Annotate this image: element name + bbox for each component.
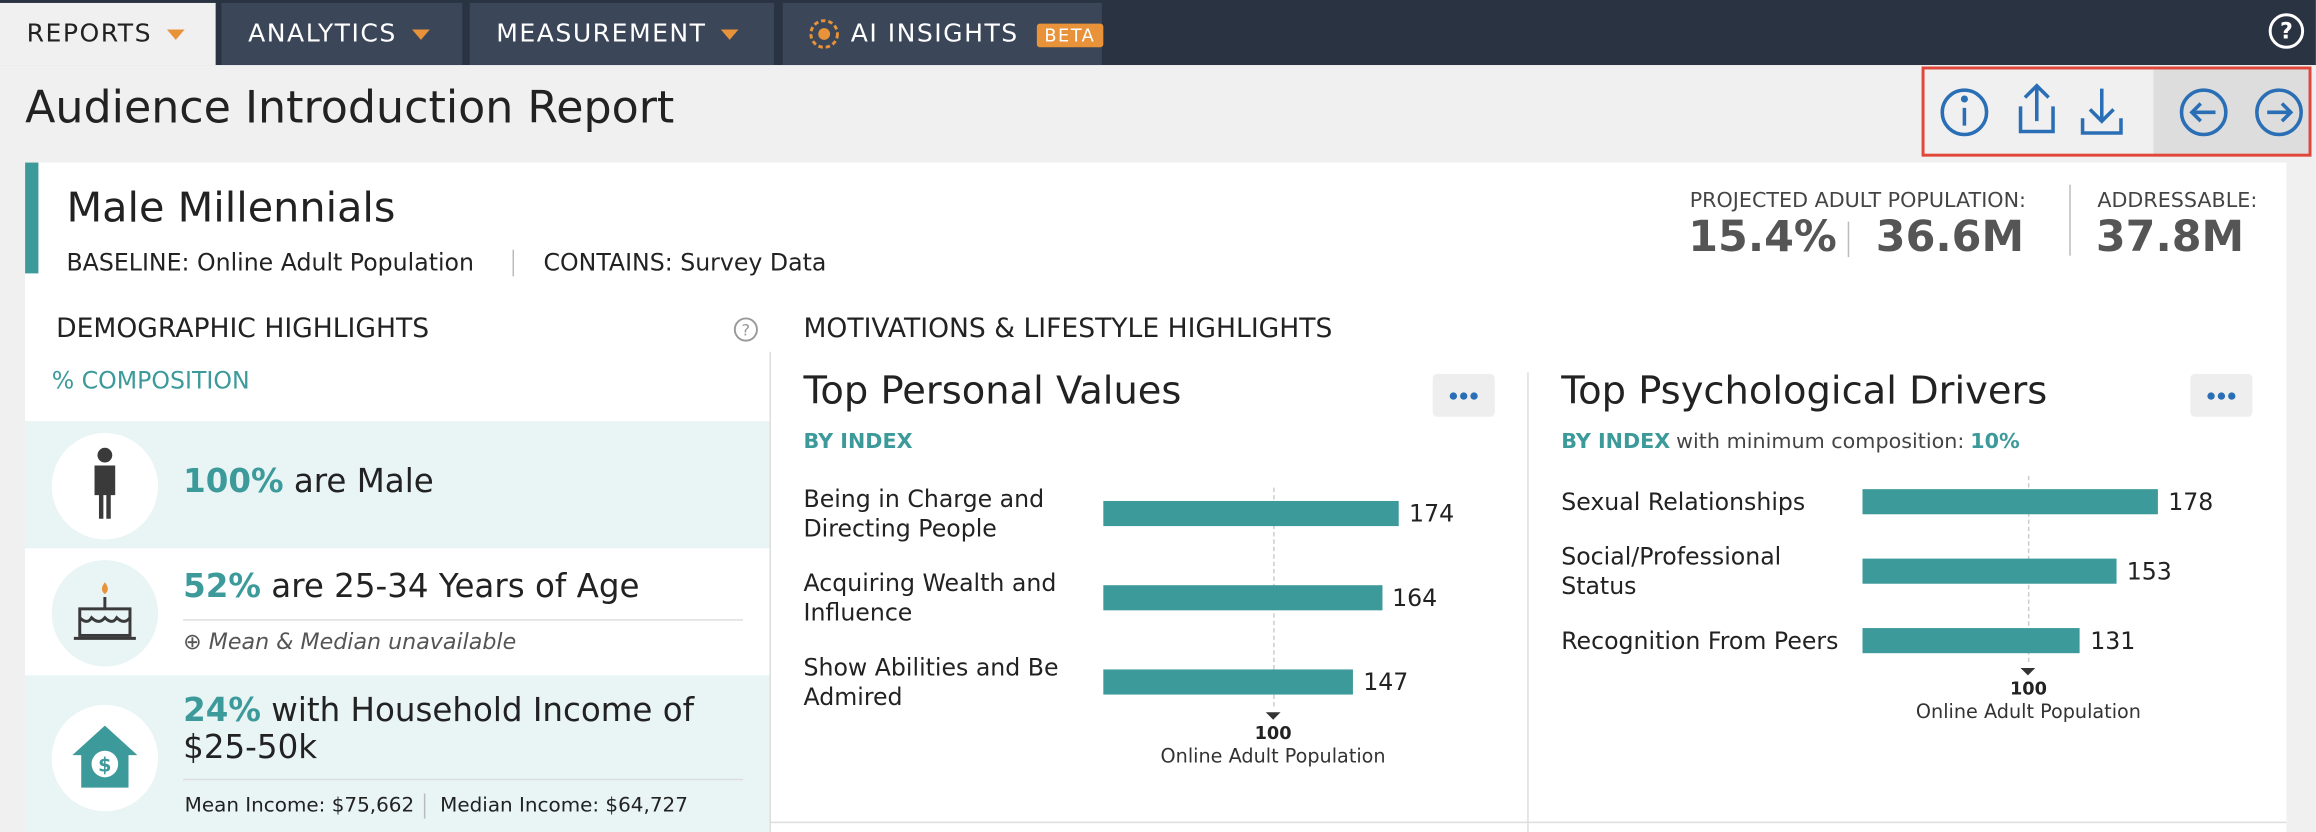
reference-label: Online Adult Population bbox=[1915, 701, 2141, 725]
nav-tab[interactable]: AI INSIGHTS BETA bbox=[782, 2, 1103, 66]
demo-stat: 24% with Household Income of $25-50k bbox=[183, 693, 729, 767]
bar bbox=[1103, 585, 1382, 611]
projected-count: 36.6M bbox=[1875, 211, 2025, 262]
baseline: BASELINE: Online Adult Population bbox=[66, 248, 474, 277]
value-label: 131 bbox=[2090, 626, 2136, 655]
reference-value: 100 bbox=[2009, 678, 2047, 699]
demo-stat: 100% are Male bbox=[183, 464, 434, 501]
chart-title: Top Personal Values bbox=[803, 369, 1182, 414]
median-income: Median Income: $64,727 bbox=[440, 793, 688, 818]
value-label: 164 bbox=[1392, 583, 1438, 612]
section-title: DEMOGRAPHIC HIGHLIGHTS bbox=[56, 313, 430, 345]
subtitle-key: BY INDEX bbox=[803, 430, 913, 454]
section-title: MOTIVATIONS & LIFESTYLE HIGHLIGHTS bbox=[803, 313, 1333, 345]
reference-marker bbox=[1265, 712, 1281, 720]
subtitle-value: 10% bbox=[1970, 430, 2020, 454]
bar bbox=[1103, 669, 1353, 695]
stat-note: ⊕ Mean & Median unavailable bbox=[183, 628, 517, 655]
divider bbox=[423, 793, 426, 819]
chart-subtitle: BY INDEX bbox=[803, 430, 912, 454]
svg-text:?: ? bbox=[742, 320, 751, 339]
more-button[interactable] bbox=[2190, 373, 2253, 417]
stat-value: 52% bbox=[183, 568, 261, 606]
svg-text:$: $ bbox=[98, 753, 111, 776]
projected-pct: 15.4% bbox=[1688, 211, 1837, 262]
divider bbox=[183, 619, 743, 621]
toolbar-icons[interactable] bbox=[1935, 80, 2304, 148]
stat-text: with Household Income of $25-50k bbox=[183, 693, 695, 767]
note-text: Mean & Median unavailable bbox=[208, 628, 517, 655]
help-icon[interactable]: ? bbox=[733, 316, 760, 343]
bar bbox=[1103, 500, 1399, 527]
stat-text: are Male bbox=[293, 464, 434, 501]
stat-text: are 25-34 Years of Age bbox=[271, 568, 640, 606]
category-label: Being in Charge and Directing People bbox=[803, 484, 1045, 543]
chart-title: Top Psychological Drivers bbox=[1561, 369, 2048, 414]
more-button[interactable] bbox=[1432, 373, 1495, 417]
toolbar-highlight bbox=[1921, 66, 2312, 157]
chart-subtitle: BY INDEX with minimum composition: 10% bbox=[1561, 430, 2020, 454]
reference-label: Online Adult Population bbox=[1160, 746, 1386, 769]
divider bbox=[769, 821, 2287, 824]
audience-name: Male Millennials bbox=[66, 183, 396, 233]
stat-value: 24% bbox=[183, 693, 261, 731]
category-label: Social/Professional Status bbox=[1561, 542, 1782, 600]
tab-label: MEASUREMENT bbox=[496, 19, 707, 49]
category-label: Sexual Relationships bbox=[1561, 487, 1806, 516]
category-label: Recognition From Peers bbox=[1561, 626, 1839, 655]
accent-stripe bbox=[25, 162, 39, 274]
tab-label: AI INSIGHTS bbox=[850, 19, 1019, 49]
value-label: 174 bbox=[1409, 499, 1455, 528]
house-icon: $ bbox=[51, 704, 159, 812]
addressable-label: ADDRESSABLE: bbox=[2097, 189, 2258, 213]
divider bbox=[2069, 184, 2071, 256]
category-label: Show Abilities and Be Admired bbox=[803, 653, 1059, 711]
projected-label: PROJECTED ADULT POPULATION: bbox=[1689, 189, 2027, 213]
value-label: 147 bbox=[1363, 667, 1409, 697]
demo-stat: 52% are 25-34 Years of Age bbox=[183, 569, 639, 606]
divider bbox=[512, 249, 514, 277]
svg-text:?: ? bbox=[2280, 18, 2293, 44]
mean-income: Mean Income: $75,662 bbox=[184, 793, 415, 818]
value-label: 153 bbox=[2126, 557, 2172, 586]
value-label: 178 bbox=[2168, 487, 2214, 516]
reference-value: 100 bbox=[1254, 722, 1292, 744]
beta-badge: BETA bbox=[1037, 23, 1103, 48]
cake-icon bbox=[51, 560, 159, 667]
divider bbox=[1847, 221, 1850, 258]
bar bbox=[1862, 628, 2080, 654]
nav-tab[interactable]: REPORTS bbox=[0, 2, 216, 66]
subtitle-note: with minimum composition: bbox=[1676, 430, 1965, 454]
bar bbox=[1862, 489, 2158, 515]
stat-value: 100% bbox=[183, 464, 284, 501]
reference-marker bbox=[2021, 667, 2036, 676]
male-icon bbox=[51, 432, 159, 540]
addressable: 37.8M bbox=[2095, 211, 2245, 262]
divider bbox=[183, 778, 743, 781]
ai-icon bbox=[809, 19, 839, 49]
nav-tab[interactable]: MEASUREMENT bbox=[469, 2, 774, 66]
nav-tab[interactable]: ANALYTICS bbox=[221, 2, 463, 66]
subtitle-key: BY INDEX bbox=[1561, 430, 1671, 454]
bar bbox=[1862, 558, 2117, 584]
tab-label: REPORTS bbox=[26, 19, 153, 49]
tab-label: ANALYTICS bbox=[248, 19, 397, 49]
category-label: Acquiring Wealth and Influence bbox=[803, 568, 1057, 627]
divider bbox=[769, 351, 771, 832]
contains: CONTAINS: Survey Data bbox=[543, 248, 827, 277]
help-icon[interactable]: ? bbox=[2267, 12, 2305, 50]
section-subtitle: % COMPOSITION bbox=[51, 366, 250, 395]
page-title: Audience Introduction Report bbox=[25, 82, 675, 135]
divider bbox=[1527, 372, 1529, 832]
